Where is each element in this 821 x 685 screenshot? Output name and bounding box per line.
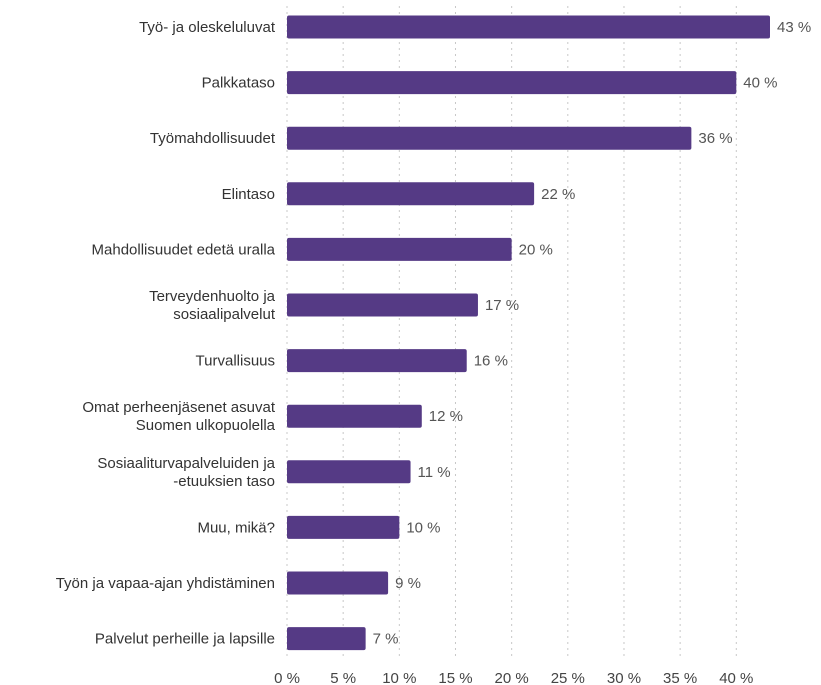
x-tick-label: 35 % — [663, 670, 697, 685]
value-label: 9 % — [395, 575, 421, 592]
category-label-line: Työ- ja oleskeluluvat — [139, 19, 276, 36]
value-label: 11 % — [418, 464, 451, 481]
category-label: Palkkataso — [202, 75, 275, 92]
value-labels: 43 % 40 % 36 % 22 % 20 % 17 % 16 % 12 % 11 % 10 %… — [373, 19, 812, 648]
value-label: 36 % — [698, 130, 732, 147]
value-label: 12 % — [429, 408, 463, 425]
category-label: Työ- ja oleskeluluvat — [139, 19, 276, 36]
x-tick-label: 40 % — [719, 670, 753, 685]
category-label: Turvallisuus — [196, 353, 275, 370]
category-label-line: Suomen ulkopuolella — [136, 417, 276, 434]
bar — [287, 460, 411, 484]
bar — [287, 627, 366, 651]
bar — [287, 349, 467, 373]
category-label-line: Omat perheenjäsenet asuvat — [82, 399, 275, 416]
category-label: Elintaso — [222, 186, 275, 203]
category-label-line: Turvallisuus — [196, 353, 275, 370]
x-tick-label: 5 % — [330, 670, 356, 685]
value-label: 40 % — [743, 75, 777, 92]
x-tick-label: 25 % — [551, 670, 585, 685]
value-label: 22 % — [541, 186, 575, 203]
value-label: 20 % — [519, 241, 553, 258]
category-label-line: Palkkataso — [202, 75, 275, 92]
category-label: Mahdollisuudet edetä uralla — [92, 241, 276, 258]
category-label-line: Terveydenhuolto ja — [149, 288, 276, 305]
category-label: Palvelut perheille ja lapsille — [95, 631, 275, 648]
x-tick-label: 10 % — [382, 670, 416, 685]
category-label-line: Työn ja vapaa-ajan yhdistäminen — [56, 575, 275, 592]
category-label: Työn ja vapaa-ajan yhdistäminen — [56, 575, 275, 592]
bar — [287, 404, 422, 428]
category-labels: Työ- ja oleskeluluvat Palkkataso Työmahdol… — [56, 19, 276, 648]
bar — [287, 571, 389, 595]
x-tick-label: 20 % — [495, 670, 529, 685]
gridlines — [286, 6, 737, 657]
value-label: 10 % — [406, 519, 440, 536]
bar — [287, 237, 512, 261]
category-label: Työmahdollisuudet — [150, 130, 276, 147]
category-label-line: sosiaalipalvelut — [173, 306, 276, 323]
x-axis-tick-labels: 0 % 5 % 10 % 15 % 20 % 25 % 30 % 35 % 40 % — [274, 670, 753, 685]
x-tick-label: 15 % — [438, 670, 472, 685]
value-label: 17 % — [485, 297, 519, 314]
bar — [287, 182, 535, 206]
x-tick-label: 0 % — [274, 670, 300, 685]
category-label-line: -etuuksien taso — [173, 473, 275, 490]
x-tick-label: 30 % — [607, 670, 641, 685]
category-label-line: Palvelut perheille ja lapsille — [95, 631, 275, 648]
value-label: 7 % — [373, 631, 399, 648]
bar — [287, 15, 770, 39]
value-label: 16 % — [474, 353, 508, 370]
category-label: Muu, mikä? — [197, 519, 275, 536]
value-label: 43 % — [777, 19, 811, 36]
category-label-line: Elintaso — [222, 186, 275, 203]
category-label-line: Mahdollisuudet edetä uralla — [92, 241, 276, 258]
bar — [287, 293, 478, 317]
category-label: Omat perheenjäsenet asuvat Suomen ulkopuo… — [82, 399, 275, 434]
bar — [287, 71, 737, 95]
category-label-line: Sosiaaliturvapalveluiden ja — [97, 455, 275, 472]
category-label-line: Muu, mikä? — [197, 519, 275, 536]
category-label-line: Työmahdollisuudet — [150, 130, 276, 147]
category-label: Terveydenhuolto ja sosiaalipalvelut — [149, 288, 276, 323]
bar — [287, 126, 692, 150]
bar — [287, 515, 400, 539]
category-label: Sosiaaliturvapalveluiden ja -etuuksien ta… — [97, 455, 275, 490]
bars — [287, 15, 770, 651]
